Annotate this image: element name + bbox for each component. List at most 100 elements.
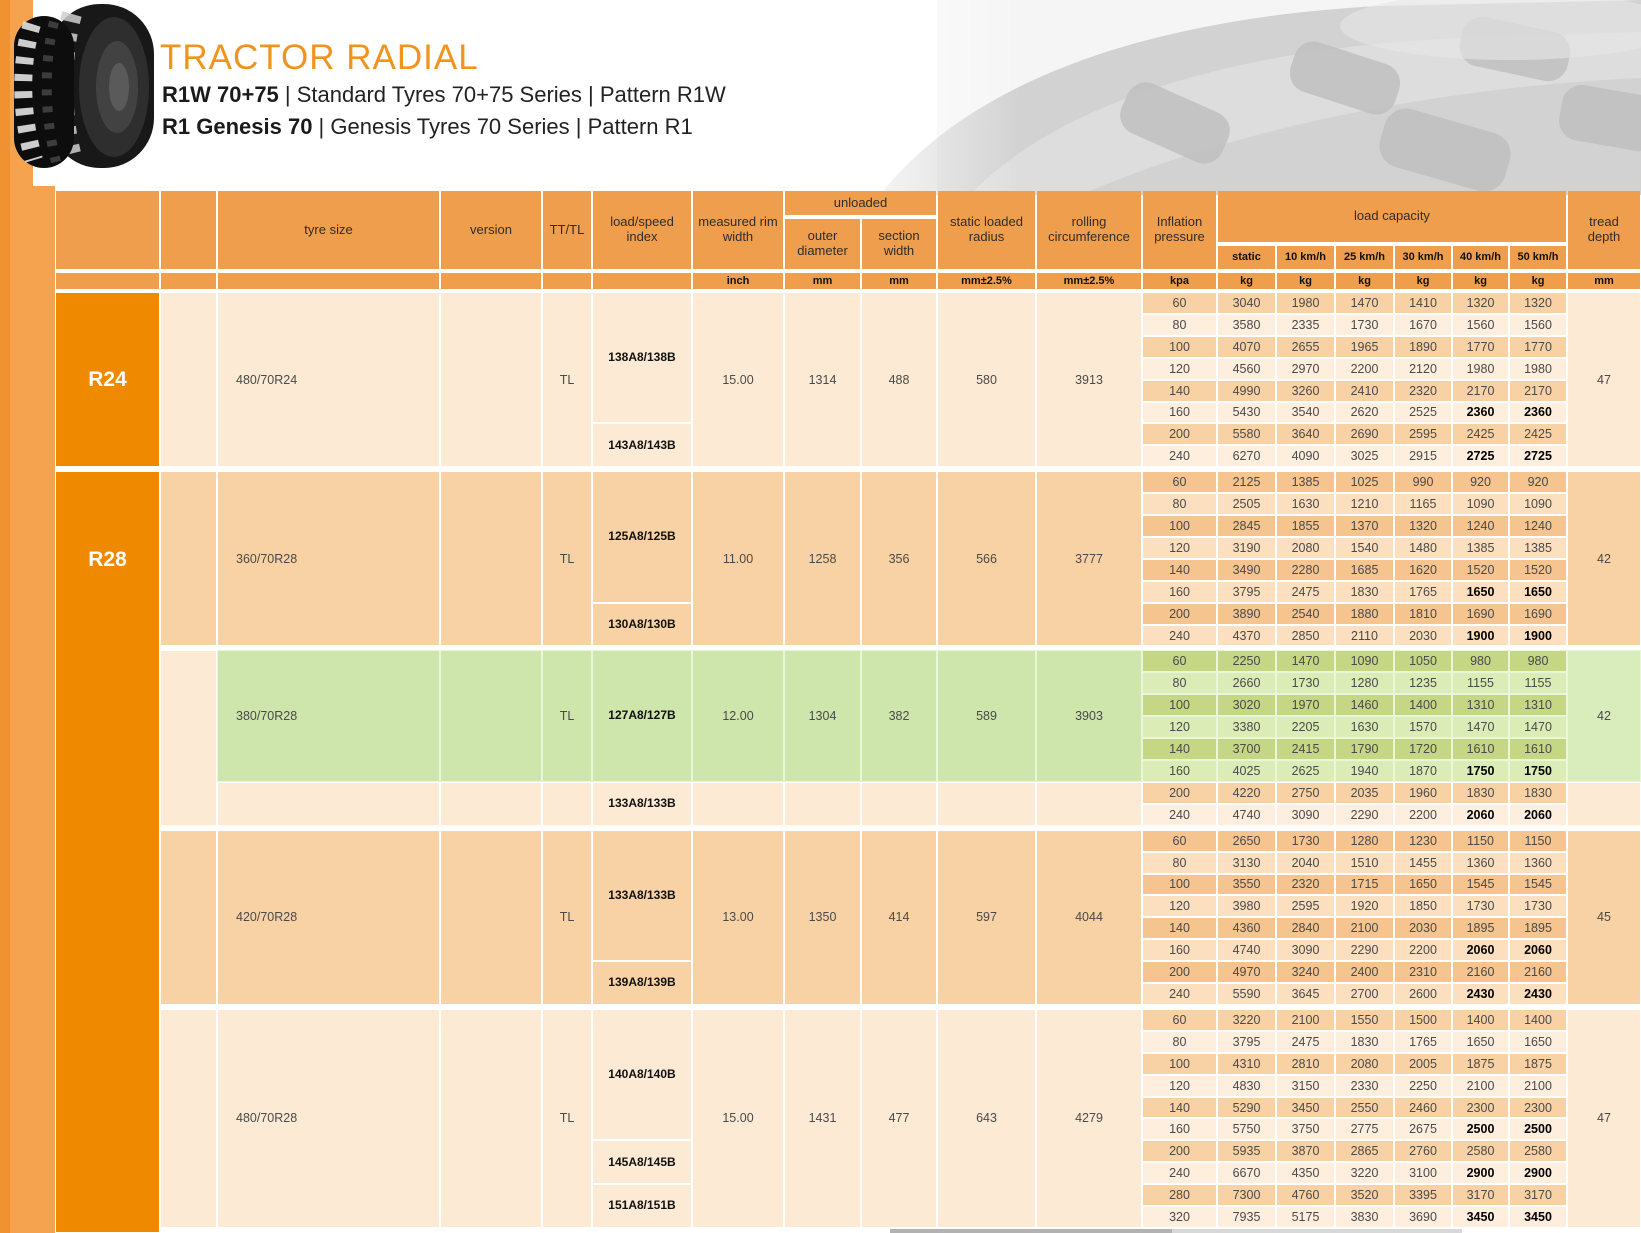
load-value-cell: 2850: [1277, 625, 1334, 646]
load-value-cell: 2100: [1510, 1075, 1566, 1096]
load-value-cell: 1155: [1510, 673, 1566, 694]
load-value-cell: 980: [1453, 651, 1508, 672]
load-value-cell: 3220: [1218, 1009, 1275, 1030]
load-value-cell: 2750: [1277, 782, 1334, 803]
load-value-cell: 1690: [1453, 603, 1508, 624]
load-value-cell: 1410: [1395, 293, 1451, 313]
pressure-cell: 160: [1143, 761, 1216, 781]
load-value-cell: 2200: [1336, 358, 1393, 379]
pressure-cell: 160: [1143, 940, 1216, 961]
load-value-cell: 1610: [1510, 739, 1566, 759]
load-value-cell: 1470: [1510, 717, 1566, 738]
load-value-cell: 4560: [1218, 358, 1275, 379]
bottom-gray-strip: [890, 1229, 1172, 1233]
pressure-cell: 280: [1143, 1185, 1216, 1206]
spacer-cell: [161, 830, 216, 1004]
tread-depth-cell: 42: [1568, 472, 1640, 646]
speed-header-cell: 40 km/h: [1453, 246, 1508, 269]
col-header-version: version: [441, 191, 541, 269]
load-value-cell: 1230: [1395, 830, 1451, 851]
pressure-cell: 100: [1143, 516, 1216, 536]
load-value-cell: 2170: [1453, 380, 1508, 401]
unit-cell: [441, 273, 541, 289]
load-value-cell: 1765: [1395, 581, 1451, 602]
pressure-cell: 140: [1143, 1097, 1216, 1118]
load-value-cell: 1980: [1277, 293, 1334, 313]
unit-cell: [56, 273, 159, 289]
load-value-cell: 2060: [1510, 940, 1566, 961]
load-value-cell: 1385: [1453, 537, 1508, 558]
load-value-cell: 1765: [1395, 1031, 1451, 1052]
load-index-cell: 143A8/143B: [593, 424, 691, 467]
load-value-cell: 1370: [1336, 516, 1393, 536]
load-value-cell: 2460: [1395, 1097, 1451, 1118]
subtitle-r1w-rest: | Standard Tyres 70+75 Series | Pattern …: [278, 82, 726, 107]
load-value-cell: 1730: [1510, 896, 1566, 917]
load-value-cell: 1855: [1277, 516, 1334, 536]
group-filler-cell: [938, 782, 1035, 825]
load-value-cell: 1545: [1453, 874, 1508, 895]
load-value-cell: 2625: [1277, 761, 1334, 781]
spacer-cell: [161, 1009, 216, 1227]
col-header-load-capacity: load capacity: [1218, 191, 1566, 242]
group-filler-cell: [693, 782, 783, 825]
tractor-tyre-photo: [14, 4, 154, 168]
load-value-cell: 1870: [1395, 761, 1451, 781]
load-value-cell: 4025: [1218, 761, 1275, 781]
load-value-cell: 1690: [1510, 603, 1566, 624]
load-value-cell: 2425: [1453, 424, 1508, 445]
load-value-cell: 2310: [1395, 962, 1451, 983]
load-value-cell: 2840: [1277, 918, 1334, 939]
load-value-cell: 6670: [1218, 1163, 1275, 1184]
load-value-cell: 1240: [1453, 516, 1508, 536]
load-value-cell: 2100: [1453, 1075, 1508, 1096]
col-header-load-speed-index: load/speed index: [593, 191, 691, 269]
unit-cell-kg: kg: [1218, 273, 1275, 289]
load-value-cell: 2170: [1510, 380, 1566, 401]
outer-diameter-cell: 1258: [785, 472, 860, 646]
tread-depth-cell: 42: [1568, 651, 1640, 781]
load-value-cell: 1050: [1395, 651, 1451, 672]
col-header-section-width: section width: [862, 219, 936, 269]
pressure-cell: 80: [1143, 494, 1216, 515]
load-value-cell: 1750: [1453, 761, 1508, 781]
col-header-measured-rim-width: measured rim width: [693, 191, 783, 269]
load-value-cell: 4360: [1218, 918, 1275, 939]
header-corner-cell: [56, 191, 159, 269]
load-value-cell: 3450: [1453, 1207, 1508, 1227]
pressure-cell: 60: [1143, 651, 1216, 672]
pressure-cell: 120: [1143, 717, 1216, 738]
speed-header-cell: 30 km/h: [1395, 246, 1451, 269]
load-value-cell: 980: [1510, 651, 1566, 672]
tread-depth-cell: 47: [1568, 1009, 1640, 1227]
pressure-cell: 240: [1143, 984, 1216, 1004]
rim-width-cell: 12.00: [693, 651, 783, 781]
load-value-cell: 2595: [1395, 424, 1451, 445]
bottom-light-gray-strip: [1172, 1229, 1462, 1233]
load-value-cell: 1240: [1510, 516, 1566, 536]
load-value-cell: 5590: [1218, 984, 1275, 1004]
pressure-cell: 100: [1143, 874, 1216, 895]
load-value-cell: 2580: [1510, 1141, 1566, 1162]
subtitle-r1-genesis-bold: R1 Genesis 70: [162, 114, 313, 139]
pressure-cell: 100: [1143, 695, 1216, 716]
load-value-cell: 2430: [1453, 984, 1508, 1004]
load-index-cell: 145A8/145B: [593, 1141, 691, 1184]
tread-depth-cell: 45: [1568, 830, 1640, 1004]
load-value-cell: 3090: [1277, 804, 1334, 825]
load-value-cell: 3890: [1218, 603, 1275, 624]
load-value-cell: 1830: [1510, 782, 1566, 803]
load-value-cell: 2655: [1277, 336, 1334, 357]
outer-diameter-cell: 1431: [785, 1009, 860, 1227]
load-value-cell: 1500: [1395, 1009, 1451, 1030]
unit-cell: [161, 273, 216, 289]
load-value-cell: 2600: [1395, 984, 1451, 1004]
load-value-cell: 2030: [1395, 625, 1451, 646]
load-value-cell: 3395: [1395, 1185, 1451, 1206]
load-value-cell: 2900: [1510, 1163, 1566, 1184]
left-edge-strip: [0, 0, 10, 1233]
wheel-size-label-block: R28: [56, 472, 159, 1232]
load-value-cell: 3150: [1277, 1075, 1334, 1096]
load-value-cell: 2650: [1218, 830, 1275, 851]
